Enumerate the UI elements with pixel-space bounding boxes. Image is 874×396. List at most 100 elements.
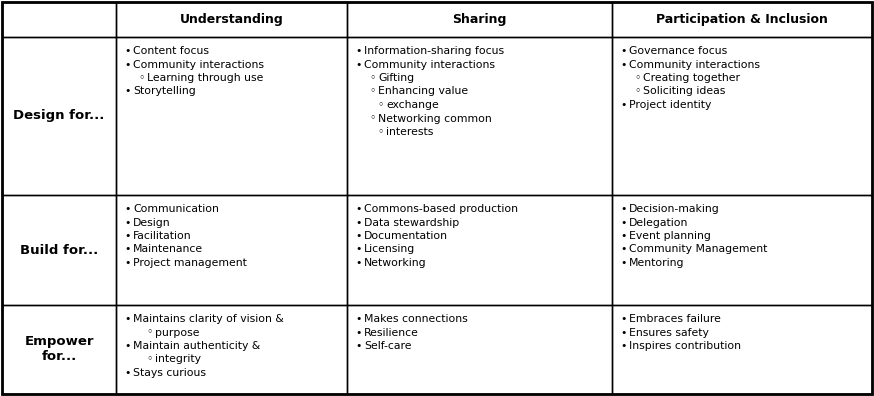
Text: Empower
for...: Empower for... [24,335,94,364]
Text: •: • [620,258,627,268]
Text: •: • [620,59,627,70]
Text: interests: interests [386,127,434,137]
Text: Mentoring: Mentoring [629,258,684,268]
Text: Design: Design [133,217,170,227]
Text: •: • [124,314,130,324]
Text: exchange: exchange [386,100,439,110]
Text: Maintain authenticity &: Maintain authenticity & [133,341,260,351]
Text: •: • [124,368,130,378]
Text: •: • [355,314,361,324]
Text: •: • [620,217,627,227]
Bar [612,305,872,394]
Text: •: • [355,244,361,255]
Text: •: • [620,341,627,351]
Bar [2,37,116,195]
Text: Stays curious: Stays curious [133,368,206,378]
Bar [116,2,347,37]
Bar [347,2,612,37]
Text: Participation & Inclusion: Participation & Inclusion [656,13,828,26]
Text: •: • [620,46,627,56]
Text: •: • [124,258,130,268]
Text: integrity: integrity [155,354,201,364]
Text: Storytelling: Storytelling [133,86,196,97]
Text: •: • [355,204,361,214]
Text: Community Management: Community Management [629,244,767,255]
Text: Governance focus: Governance focus [629,46,727,56]
Text: Creating together: Creating together [643,73,740,83]
Text: •: • [620,327,627,337]
Text: •: • [620,244,627,255]
Text: Project management: Project management [133,258,246,268]
Bar [347,37,612,195]
Text: purpose: purpose [155,327,199,337]
Text: Licensing: Licensing [364,244,415,255]
Text: •: • [124,217,130,227]
Text: •: • [620,314,627,324]
Text: Inspires contribution: Inspires contribution [629,341,741,351]
Text: Build for...: Build for... [20,244,98,257]
Bar [612,37,872,195]
Text: •: • [124,341,130,351]
Text: Event planning: Event planning [629,231,711,241]
Text: •: • [620,204,627,214]
Text: •: • [124,59,130,70]
Text: •: • [124,204,130,214]
Text: Sharing: Sharing [453,13,507,26]
Text: Networking: Networking [364,258,427,268]
Text: Ensures safety: Ensures safety [629,327,709,337]
Text: Networking common: Networking common [378,114,492,124]
Text: Commons-based production: Commons-based production [364,204,518,214]
Text: Embraces failure: Embraces failure [629,314,721,324]
Text: Resilience: Resilience [364,327,419,337]
Text: Data stewardship: Data stewardship [364,217,459,227]
Text: Content focus: Content focus [133,46,209,56]
Text: Design for...: Design for... [13,110,105,122]
Text: ◦: ◦ [634,73,641,83]
Text: •: • [355,258,361,268]
Text: Makes connections: Makes connections [364,314,468,324]
Bar [116,305,347,394]
Text: ◦: ◦ [369,86,375,97]
Text: Gifting: Gifting [378,73,414,83]
Text: ◦: ◦ [146,354,152,364]
Bar [612,2,872,37]
Bar [2,195,116,305]
Text: ◦: ◦ [377,100,384,110]
Text: •: • [124,231,130,241]
Text: Documentation: Documentation [364,231,448,241]
Text: •: • [355,327,361,337]
Text: Learning through use: Learning through use [147,73,263,83]
Text: Self-care: Self-care [364,341,412,351]
Text: •: • [355,341,361,351]
Text: •: • [620,231,627,241]
Text: Communication: Communication [133,204,218,214]
Text: •: • [355,46,361,56]
Text: ◦: ◦ [146,327,152,337]
Text: ◦: ◦ [377,127,384,137]
Text: •: • [355,59,361,70]
Text: •: • [124,244,130,255]
Text: ◦: ◦ [369,114,375,124]
Bar [347,195,612,305]
Text: ◦: ◦ [138,73,144,83]
Text: •: • [124,86,130,97]
Text: Decision-making: Decision-making [629,204,720,214]
Bar [116,195,347,305]
Text: •: • [620,100,627,110]
Text: •: • [355,217,361,227]
Text: Community interactions: Community interactions [133,59,264,70]
Text: Information-sharing focus: Information-sharing focus [364,46,504,56]
Bar [347,305,612,394]
Text: ◦: ◦ [369,73,375,83]
Bar [612,195,872,305]
Bar [116,37,347,195]
Text: •: • [355,231,361,241]
Text: Community interactions: Community interactions [629,59,760,70]
Text: Understanding: Understanding [180,13,283,26]
Text: Delegation: Delegation [629,217,689,227]
Text: Maintains clarity of vision &: Maintains clarity of vision & [133,314,284,324]
Text: Project identity: Project identity [629,100,711,110]
Text: Maintenance: Maintenance [133,244,203,255]
Bar [2,2,116,37]
Text: Community interactions: Community interactions [364,59,495,70]
